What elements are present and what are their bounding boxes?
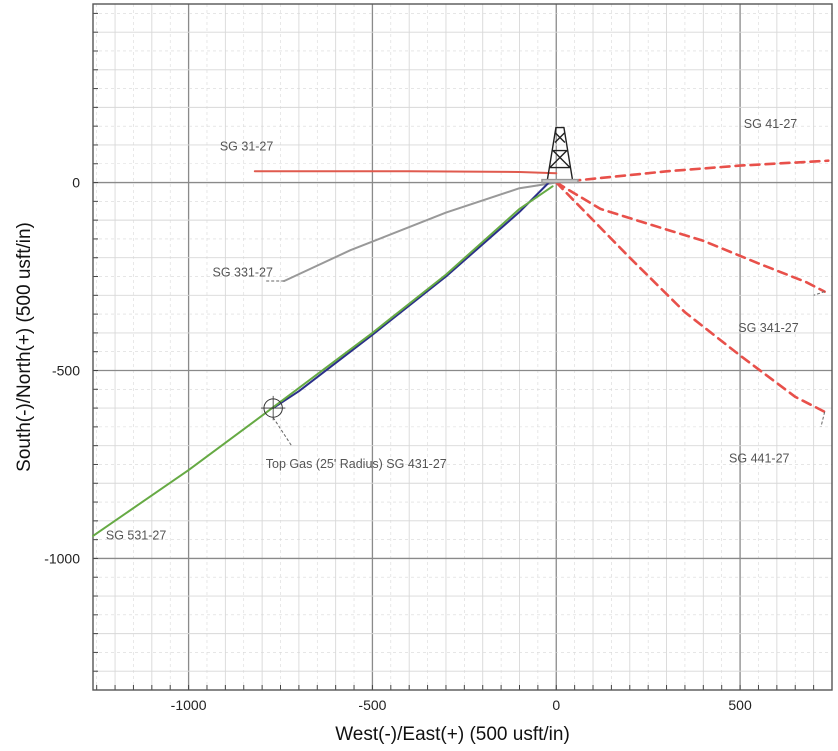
well-label: SG 441-27 <box>729 452 790 466</box>
label-leader-line <box>272 417 292 446</box>
well-label: SG 41-27 <box>744 117 798 131</box>
x-axis-title: West(-)/East(+) (500 usft/in) <box>335 724 570 745</box>
series-line-sg-441-27 <box>555 181 826 414</box>
series-line-sg-41-27 <box>555 159 830 184</box>
well-label: Top Gas (25' Radius) SG 431-27 <box>266 457 447 471</box>
grid <box>93 4 833 691</box>
drilling-rig-icon <box>541 126 579 184</box>
label-leader-line <box>820 411 826 427</box>
series-line-sg-341-27 <box>555 181 826 293</box>
label-leader-line <box>813 291 825 296</box>
y-tick-label: 0 <box>72 175 80 191</box>
label-layer: SG 31-27 SG 41-27 SG 331-27 SG 341-27 Top Ga… <box>106 117 799 543</box>
x-tick-label: -1000 <box>171 697 207 713</box>
well-label: SG 331-27 <box>212 266 273 280</box>
x-tick-label: -500 <box>358 697 386 713</box>
x-tick-label: 0 <box>552 697 560 713</box>
tick-layer: -1000 -500 0 500 0 -500 -1000 <box>44 175 752 713</box>
plot-frame <box>92 3 833 691</box>
well-label: SG 531-27 <box>106 529 167 543</box>
rig-frame <box>546 126 574 183</box>
x-tick-label: 500 <box>728 697 752 713</box>
series-line-sg-31-27 <box>253 170 558 175</box>
series-line-sg-331-27 <box>283 181 558 282</box>
y-tick-label: -1000 <box>44 550 80 566</box>
marker-layer <box>260 126 826 446</box>
series-layer <box>92 159 830 537</box>
y-axis-title: South(-)/North(+) (500 usft/in) <box>14 222 35 472</box>
well-label: SG 31-27 <box>220 140 274 154</box>
series-line-sg-531-27 <box>92 185 554 537</box>
series-line-sg-431-27 <box>272 181 550 410</box>
y-tick-label: -500 <box>52 362 80 378</box>
rig-base <box>541 178 579 184</box>
well-label: SG 341-27 <box>738 321 799 335</box>
